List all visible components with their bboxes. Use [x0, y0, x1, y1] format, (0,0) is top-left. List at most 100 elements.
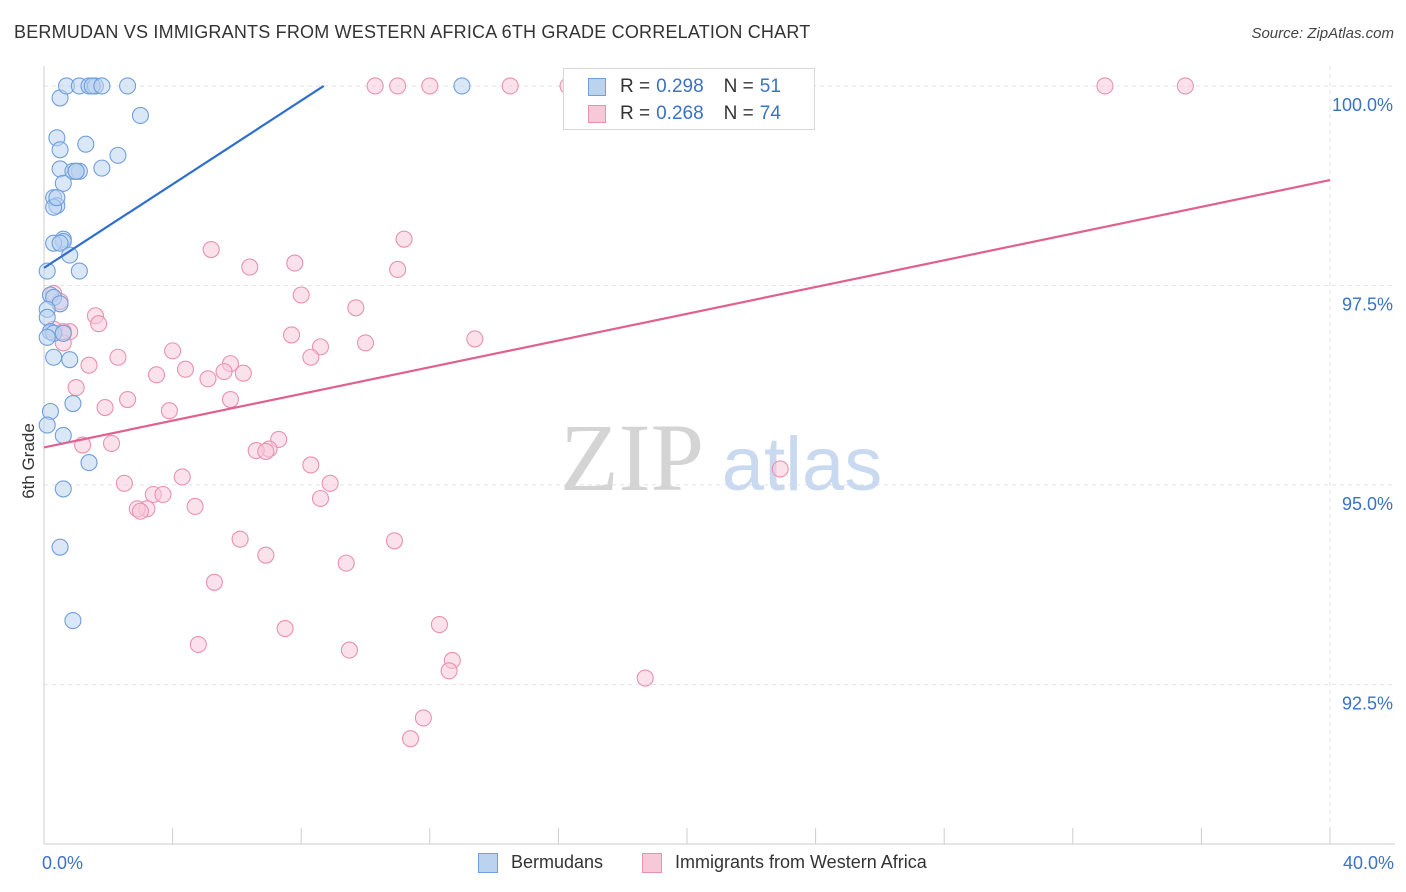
- point-bermudans: [38, 262, 56, 280]
- n-label: N =: [723, 76, 754, 97]
- legend-label-bermudans: Bermudans: [511, 852, 604, 872]
- point-western-africa: [199, 370, 217, 388]
- point-western-africa: [109, 348, 127, 366]
- point-western-africa: [356, 334, 375, 352]
- point-western-africa: [389, 77, 407, 95]
- point-western-africa: [176, 360, 195, 378]
- point-western-africa: [302, 456, 320, 474]
- trend-lines: [43, 85, 1331, 449]
- point-western-africa: [440, 662, 458, 680]
- point-western-africa: [1096, 77, 1114, 95]
- axes: [43, 66, 1395, 845]
- y-tick-label: 95.0%: [1342, 494, 1393, 514]
- watermark: ZIP atlas: [560, 404, 882, 511]
- point-western-africa: [1176, 77, 1194, 95]
- point-western-africa: [430, 616, 448, 634]
- n-value: 74: [759, 103, 781, 124]
- point-western-africa: [205, 573, 223, 591]
- point-western-africa: [636, 669, 654, 687]
- legend-row-bermudans: R = 0.298 N = 51: [588, 76, 781, 98]
- point-bermudans: [51, 234, 69, 252]
- point-bermudans: [93, 159, 111, 177]
- tick-labels: 100.0% 97.5% 95.0% 92.5% 0.0% 40.0%: [42, 95, 1394, 873]
- point-bermudans: [38, 308, 56, 326]
- point-bermudans: [54, 324, 72, 342]
- r-label: R =: [620, 76, 651, 97]
- legend-item-western-africa: Immigrants from Western Africa: [642, 852, 927, 873]
- point-western-africa: [131, 502, 149, 520]
- point-bermudans: [64, 612, 82, 630]
- y-axis-label: 6th Grade: [19, 423, 38, 499]
- gridlines: [44, 66, 1395, 844]
- x-tick-label: 0.0%: [42, 853, 83, 873]
- trend-line-bermudans: [43, 85, 325, 269]
- n-value: 51: [759, 76, 781, 97]
- point-bermudans: [38, 328, 56, 346]
- point-bermudans: [51, 538, 69, 556]
- watermark-atlas: atlas: [722, 422, 883, 507]
- point-western-africa: [421, 77, 439, 95]
- r-value: 0.298: [656, 76, 704, 97]
- legend-label-western-africa: Immigrants from Western Africa: [675, 852, 927, 872]
- point-bermudans: [48, 189, 66, 207]
- point-western-africa: [302, 348, 320, 366]
- point-western-africa: [189, 635, 207, 654]
- legend-swatch-bermudans: [588, 78, 606, 96]
- point-western-africa: [215, 363, 233, 381]
- point-western-africa: [241, 258, 259, 276]
- point-western-africa: [414, 709, 432, 727]
- chart-title: BERMUDAN VS IMMIGRANTS FROM WESTERN AFRI…: [14, 22, 811, 42]
- point-western-africa: [292, 286, 310, 304]
- legend-item-bermudans: Bermudans: [478, 852, 603, 873]
- point-bermudans: [51, 141, 69, 159]
- point-bermudans: [54, 174, 72, 192]
- point-western-africa: [257, 442, 275, 460]
- point-bermudans: [109, 146, 127, 164]
- legend-swatch-western-africa: [588, 105, 606, 123]
- point-western-africa: [119, 390, 137, 409]
- point-western-africa: [389, 260, 407, 279]
- y-tick-label: 97.5%: [1342, 294, 1393, 314]
- point-western-africa: [340, 641, 358, 659]
- point-western-africa: [395, 230, 413, 248]
- correlation-legend: R = 0.298 N = 51 R = 0.268 N = 74: [563, 68, 815, 130]
- point-bermudans: [45, 348, 63, 366]
- point-western-africa: [160, 402, 178, 420]
- point-western-africa: [173, 468, 191, 486]
- point-western-africa: [221, 390, 240, 409]
- point-western-africa: [67, 379, 85, 397]
- point-bermudans: [70, 262, 88, 280]
- n-label: N =: [723, 103, 754, 124]
- point-bermudans: [93, 77, 111, 95]
- point-western-africa: [90, 315, 108, 333]
- y-tick-label: 92.5%: [1342, 693, 1393, 713]
- point-bermudans: [64, 394, 82, 413]
- point-western-africa: [231, 530, 249, 548]
- point-western-africa: [401, 730, 420, 748]
- point-western-africa: [466, 330, 484, 348]
- series-legend: Bermudans Immigrants from Western Africa: [0, 852, 1406, 876]
- point-bermudans: [80, 454, 98, 472]
- point-western-africa: [164, 342, 182, 360]
- point-western-africa: [276, 620, 294, 638]
- point-bermudans: [54, 480, 72, 498]
- point-western-africa: [321, 474, 339, 492]
- r-value: 0.268: [656, 103, 704, 124]
- point-western-africa: [202, 240, 220, 259]
- point-bermudans: [453, 77, 471, 95]
- point-bermudans: [131, 106, 149, 125]
- legend-swatch-western-africa: [642, 852, 662, 873]
- watermark-zip: ZIP: [560, 404, 704, 511]
- point-western-africa: [337, 554, 355, 572]
- point-western-africa: [96, 398, 114, 417]
- point-western-africa: [771, 460, 789, 478]
- point-western-africa: [102, 434, 121, 452]
- data-points: [38, 77, 1194, 748]
- point-western-africa: [80, 356, 98, 374]
- trend-line-western-africa: [43, 179, 1331, 449]
- x-tick-label: 40.0%: [1343, 853, 1394, 873]
- y-tick-label: 100.0%: [1332, 95, 1393, 115]
- point-western-africa: [501, 77, 519, 95]
- point-western-africa: [154, 485, 172, 504]
